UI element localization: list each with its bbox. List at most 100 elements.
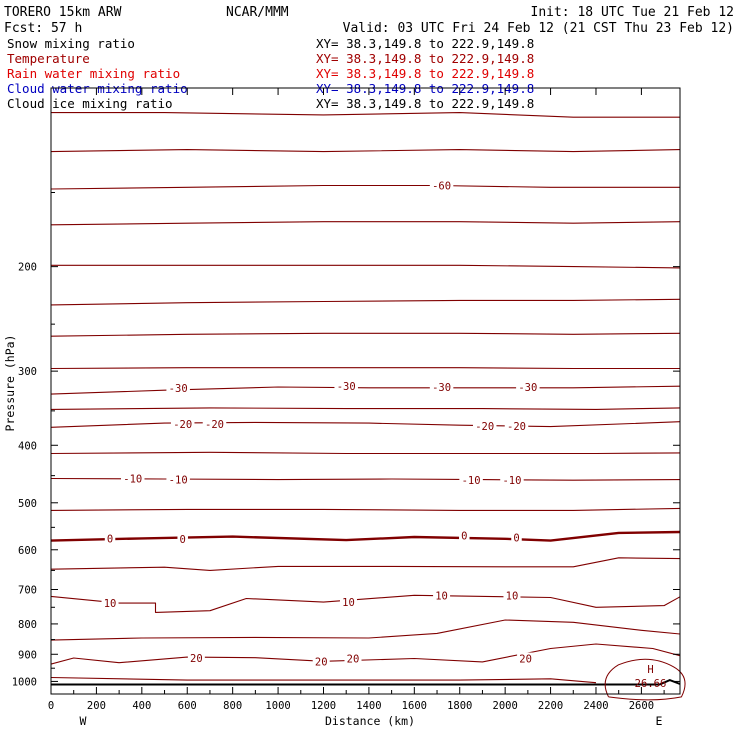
contour-label: 0 <box>107 533 113 545</box>
y-tick-label: 400 <box>18 440 37 452</box>
isotherm-line <box>51 507 680 511</box>
contour-label-bg <box>429 380 454 392</box>
valid-time: Valid: 03 UTC Fri 24 Feb 12 (21 CST Thu … <box>343 21 734 36</box>
y-tick-label: 700 <box>18 585 37 597</box>
contour-label-bg <box>500 474 524 486</box>
x-tick-label: 1200 <box>311 700 336 712</box>
contour-label: -10 <box>502 475 521 487</box>
contour-label: -30 <box>518 382 537 394</box>
contour-label: 10 <box>342 597 355 609</box>
contour-label: -10 <box>169 475 188 487</box>
x-axis-label: Distance (km) <box>325 714 415 728</box>
legend: Snow mixing ratio XY= 38.3,149.8 to 222.9… <box>7 36 534 111</box>
legend-entry-xy: XY= 38.3,149.8 to 222.9,149.8 <box>316 36 534 51</box>
isotherm-line <box>51 451 680 455</box>
legend-entry-name: Temperature <box>7 51 90 66</box>
contour-label-bg <box>104 532 116 544</box>
isotherm-line <box>51 149 680 153</box>
isotherm-line <box>51 477 680 481</box>
init-time: Init: 18 UTC Tue 21 Feb 12 <box>531 5 735 20</box>
contour-label-bg <box>339 596 357 608</box>
isotherm-line <box>51 557 680 571</box>
contour-label: 0 <box>513 532 519 544</box>
contour-label-bg <box>459 474 483 486</box>
contour-label: -30 <box>169 383 188 395</box>
contour-label: -20 <box>205 419 224 431</box>
isotherm-line <box>51 385 680 395</box>
contour-label: -10 <box>123 473 142 485</box>
x-axis-ticks: 0 200 400 600 800 1000 1200 1400 1600 1800 2000 220… <box>48 88 665 712</box>
legend-entry-name: Rain water mixing ratio <box>7 66 180 81</box>
contour-label: 0 <box>180 534 186 546</box>
isotherm-line <box>51 643 680 665</box>
contour-label: -20 <box>475 421 494 433</box>
x-tick-label: 1800 <box>447 700 472 712</box>
contour-label-bg <box>177 532 188 544</box>
contour-label: 0 <box>461 531 467 543</box>
x-tick-label: 800 <box>223 700 242 712</box>
terrain-line <box>51 679 681 686</box>
plot-frame <box>50 87 681 695</box>
isotherm-line <box>51 298 680 306</box>
x-tick-label: 1000 <box>265 700 290 712</box>
contour-label: -60 <box>432 181 451 193</box>
legend-entry-name: Cloud ice mixing ratio <box>7 96 173 111</box>
contour-label: -30 <box>337 381 356 393</box>
contour-label-bg <box>120 472 145 484</box>
contour-label: -10 <box>462 475 481 487</box>
isotherm-line <box>51 264 680 269</box>
x-tick-label: 2600 <box>629 700 654 712</box>
contour-label-bg <box>511 531 522 543</box>
isotherm-line <box>51 421 680 428</box>
max-marker-symbol: H <box>647 664 653 676</box>
isotherm-line <box>51 530 680 542</box>
x-axis-east-label: E <box>656 714 663 728</box>
contour-label: 10 <box>435 590 448 602</box>
y-tick-label: 200 <box>18 262 37 274</box>
contour-label-bg <box>433 589 451 601</box>
contour-label-bg <box>166 473 190 485</box>
contour-label: 10 <box>104 598 117 610</box>
isotherm-contours <box>51 112 680 684</box>
contour-label-bg <box>166 381 190 393</box>
isotherm-line <box>51 407 680 410</box>
max-marker: H 26.66 <box>604 658 686 701</box>
x-tick-label: 0 <box>48 700 54 712</box>
x-tick-label: 2200 <box>538 700 563 712</box>
contour-label-bg <box>187 651 205 663</box>
contour-label-bg <box>459 529 470 541</box>
isotherm-line <box>51 332 680 337</box>
y-tick-label: 800 <box>18 619 37 631</box>
model-title: TORERO 15km ARW <box>4 5 122 20</box>
y-tick-label: 500 <box>18 498 37 510</box>
max-contour-ring <box>604 658 686 701</box>
org-title: NCAR/MMM <box>226 5 289 20</box>
y-tick-label: 900 <box>18 649 37 661</box>
contour-label-bg <box>312 655 330 667</box>
y-tick-label: 600 <box>18 545 37 557</box>
legend-entry-name: Snow mixing ratio <box>7 36 135 51</box>
x-tick-label: 1600 <box>402 700 427 712</box>
header: TORERO 15km ARW NCAR/MMM Init: 18 UTC Tu… <box>4 5 734 36</box>
contour-label-bg <box>517 652 535 664</box>
contour-label-bg <box>101 597 119 609</box>
y-tick-label: 1000 <box>12 676 37 688</box>
isotherm-line <box>51 221 680 226</box>
contour-label: 10 <box>506 590 519 602</box>
x-tick-label: 2400 <box>583 700 608 712</box>
contour-label: 20 <box>347 654 360 666</box>
forecast-hour: Fcst: 57 h <box>4 21 82 36</box>
contour-labels: -60 -30 -30 -30 -30 -20 -20 -20 -20 -10 -10 -10 -10 0… <box>101 179 540 668</box>
contour-label: 20 <box>519 654 532 666</box>
contour-label-bg <box>516 380 540 392</box>
x-axis-west-label: W <box>80 714 87 728</box>
isotherm-line <box>51 112 680 118</box>
contour-label-bg <box>429 179 454 191</box>
x-tick-label: 600 <box>178 700 197 712</box>
legend-entry-xy: XY= 38.3,149.8 to 222.9,149.8 <box>316 66 534 81</box>
contour-label: 20 <box>190 653 203 665</box>
max-marker-value: 26.66 <box>635 678 667 690</box>
legend-entry-xy: XY= 38.3,149.8 to 222.9,149.8 <box>316 96 534 111</box>
